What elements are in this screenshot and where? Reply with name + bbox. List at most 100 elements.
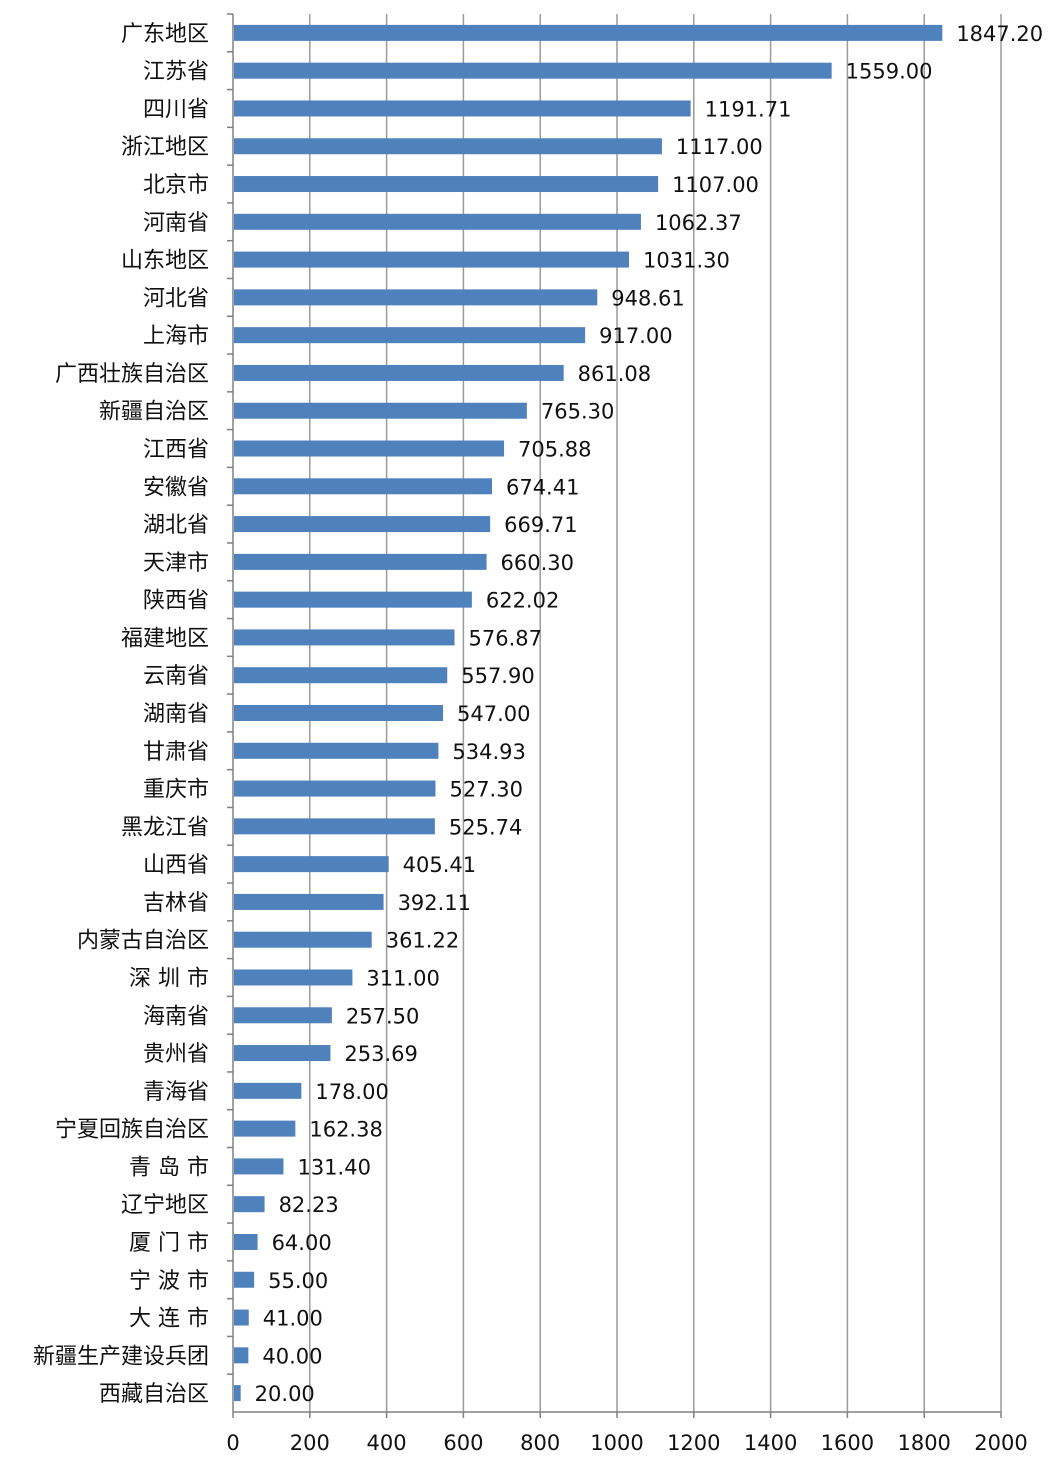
data-label: 622.02 (486, 589, 559, 613)
bar (234, 327, 586, 344)
data-label: 20.00 (255, 1382, 315, 1406)
data-label: 253.69 (344, 1042, 417, 1066)
bar (234, 1120, 296, 1137)
category-label: 大 连 市 (129, 1307, 209, 1332)
category-label: 上海市 (143, 324, 209, 349)
category-label: 江西省 (143, 438, 209, 463)
data-label: 1031.30 (643, 249, 730, 273)
bar (234, 705, 444, 721)
data-label: 257.50 (346, 1004, 419, 1028)
bar (234, 402, 527, 419)
x-tick-label: 800 (520, 1431, 560, 1455)
category-label: 厦 门 市 (129, 1231, 209, 1256)
bar (234, 478, 492, 495)
bar (234, 1309, 249, 1326)
category-label: 新疆自治区 (99, 400, 209, 425)
bar (234, 1385, 241, 1402)
category-label: 湖北省 (143, 513, 209, 538)
category-label: 安徽省 (143, 475, 209, 500)
data-label: 131.40 (297, 1155, 370, 1179)
data-label: 1107.00 (672, 173, 759, 197)
data-label: 55.00 (268, 1269, 328, 1293)
bar (234, 1045, 331, 1062)
x-tick-label: 400 (367, 1431, 407, 1455)
data-label: 576.87 (469, 626, 542, 650)
bars (234, 24, 943, 1402)
data-label: 405.41 (403, 853, 476, 877)
category-label: 重庆市 (143, 778, 209, 803)
x-tick-label: 1200 (667, 1431, 720, 1455)
x-tick-label: 0 (226, 1431, 239, 1455)
bar (234, 138, 662, 155)
bar (234, 818, 435, 835)
data-label: 674.41 (506, 475, 579, 499)
bar (234, 24, 943, 41)
bar (234, 1233, 258, 1250)
bar (234, 591, 472, 608)
data-label: 765.30 (541, 400, 614, 424)
bar (234, 931, 372, 948)
bar (234, 289, 598, 306)
bar (234, 1347, 249, 1364)
category-label: 天津市 (143, 551, 209, 576)
category-label: 山东地区 (121, 249, 209, 274)
category-label: 湖南省 (143, 702, 209, 727)
bar (234, 251, 630, 268)
category-label: 西藏自治区 (99, 1382, 209, 1407)
category-label: 浙江地区 (121, 135, 209, 160)
data-label: 1559.00 (846, 60, 933, 84)
category-label: 宁夏回族自治区 (55, 1118, 209, 1143)
bar (234, 1007, 332, 1024)
x-tick-label: 1000 (590, 1431, 643, 1455)
data-label: 527.30 (449, 778, 522, 802)
data-label: 660.30 (501, 551, 574, 575)
category-label: 青 岛 市 (129, 1155, 209, 1180)
data-label: 705.88 (518, 438, 591, 462)
data-label: 392.11 (398, 891, 471, 915)
category-label: 广东地区 (121, 22, 209, 47)
category-label: 吉林省 (143, 891, 209, 916)
category-label: 青海省 (143, 1080, 209, 1105)
data-label: 669.71 (504, 513, 577, 537)
category-label: 新疆生产建设兵团 (33, 1344, 209, 1369)
data-label: 82.23 (279, 1193, 339, 1217)
grid-lines (227, 13, 1002, 1418)
bar (234, 856, 389, 873)
bar (234, 742, 439, 759)
data-label: 178.00 (315, 1080, 388, 1104)
category-label: 山西省 (143, 853, 209, 878)
category-label: 河南省 (143, 211, 209, 236)
data-label: 917.00 (599, 324, 672, 348)
x-tick-label: 1800 (897, 1431, 950, 1455)
data-label: 547.00 (457, 702, 530, 726)
x-axis-tick-labels: 0 200 400 600 800 1000 1200 1400 1600 1800 2000 (226, 1431, 1027, 1455)
data-label: 861.08 (578, 362, 651, 386)
bar (234, 1196, 265, 1213)
category-label: 陕西省 (143, 589, 209, 614)
value-labels: 1847.20 1559.00 1191.71 1117.00 1107.00 1062.… (255, 22, 1043, 1406)
category-label: 北京市 (143, 173, 209, 198)
bar (234, 893, 384, 910)
category-label: 甘肃省 (143, 740, 209, 765)
data-label: 162.38 (309, 1118, 382, 1142)
bar (234, 100, 691, 117)
data-label: 361.22 (386, 929, 459, 953)
data-label: 1062.37 (655, 211, 742, 235)
category-label: 福建地区 (121, 626, 209, 651)
category-label: 河北省 (143, 286, 209, 311)
bar (234, 553, 487, 570)
data-label: 557.90 (461, 664, 534, 688)
bar (234, 1271, 255, 1288)
bar (234, 780, 436, 797)
data-label: 534.93 (452, 740, 525, 764)
bar (234, 1158, 284, 1175)
category-label: 云南省 (143, 664, 209, 689)
category-label: 贵州省 (143, 1042, 209, 1067)
category-label: 江苏省 (143, 60, 209, 85)
bar (234, 1082, 302, 1099)
category-label: 深 圳 市 (129, 966, 209, 991)
data-label: 948.61 (611, 286, 684, 310)
bar (234, 516, 491, 533)
category-label: 辽宁地区 (121, 1193, 209, 1218)
